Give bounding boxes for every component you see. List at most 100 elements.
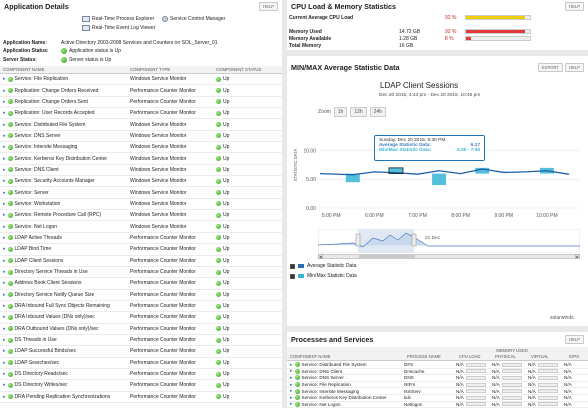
table-row[interactable]: ▸ LDAP Active Threads Performance Counter … [0,233,282,245]
table-row[interactable]: ▸ Replication: Change Orders Received Perf… [0,85,282,97]
table-row[interactable]: ▸ Replication: Change Orders Sent Performa… [0,97,282,109]
component-name-link[interactable]: Service: DNS Client [14,166,59,173]
zoom-1h-tab[interactable]: 1h [333,107,348,117]
table-row[interactable]: ▸ Service: Intersite Messaging Windows Ser… [0,142,282,154]
help-button[interactable]: HELP [565,2,584,11]
expand-arrow-icon[interactable]: ▸ [3,348,6,355]
table-row[interactable]: ▸ Service: Kerberos Key Distribution Cent… [0,153,282,165]
zoom-24h-tab[interactable]: 24h [369,107,387,117]
expand-arrow-icon[interactable]: ▸ [3,132,6,139]
component-name-link[interactable]: Service: File Replication [14,76,69,83]
expand-arrow-icon[interactable]: ▸ [3,144,6,151]
table-row[interactable]: ▸ LDAP Bind Time Performance Counter Monit… [0,244,282,256]
legend-minmax[interactable]: Min/Max Statistic Data [290,273,357,279]
table-row[interactable]: ▸ Service: Remote Procedure Call (RPC) Win… [0,210,282,222]
process-component-link[interactable]: Service: File Replication [301,382,351,388]
expand-arrow-icon[interactable]: ▸ [3,121,6,128]
table-row[interactable]: ▸ DRA Pending Replication Synchronization… [0,392,282,403]
expand-arrow-icon[interactable]: ▸ [3,269,6,276]
component-name-link[interactable]: LDAP Successful Binds/sec [14,348,77,355]
expand-arrow-icon[interactable]: ▸ [3,166,6,173]
expand-arrow-icon[interactable]: ▸ [3,76,6,83]
expand-arrow-icon[interactable]: ▸ [290,388,293,395]
table-row[interactable]: ▸ DS Directory Reads/sec Performance Count… [0,369,282,381]
scroll-left-arrow-icon[interactable]: ◂ [318,254,323,259]
checkbox[interactable] [290,273,295,279]
process-component-link[interactable]: Service: Intersite Messaging [301,388,360,394]
component-name-link[interactable]: Service: Security Accounts Manager [14,178,95,185]
process-component-link[interactable]: Service: Distributed File System [301,362,367,368]
process-component-link[interactable]: Service: DNS Client [301,368,343,374]
table-row[interactable]: ▸ Replication: User Records Accepted Perfo… [0,108,282,120]
expand-arrow-icon[interactable]: ▸ [3,291,6,298]
table-row[interactable]: ▸ Service: Distributed File System DFS N/A N… [287,362,588,369]
table-row[interactable]: ▸ LDAP Successful Binds/sec Performance Co… [0,346,282,358]
component-name-link[interactable]: Address Book Client Sessions [14,280,82,287]
table-row[interactable]: ▸ Service: Net Logon Netlogon N/A N/A N/A N/A [287,401,588,408]
table-row[interactable]: ▸ Service: DNS Client Dnscache N/A N/A N/A N/A [287,368,588,376]
expand-arrow-icon[interactable]: ▸ [3,234,6,241]
component-name-link[interactable]: Replication: User Records Accepted [14,110,95,117]
table-row[interactable]: ▸ Directory Service Notify Queue Size Perf… [0,290,282,301]
component-name-link[interactable]: DS Directory Reads/sec [14,371,68,378]
table-row[interactable]: ▸ DS Threads in Use Performance Counter Mo… [0,335,282,347]
component-name-link[interactable]: Service: Remote Procedure Call (RPC) [14,212,102,219]
scroll-right-arrow-icon[interactable]: ▸ [575,254,580,259]
expand-arrow-icon[interactable]: ▸ [3,189,6,196]
expand-arrow-icon[interactable]: ▸ [3,246,6,253]
application-name-link[interactable]: Active Directory 2003-2008 Services and … [61,40,218,46]
help-button[interactable]: HELP [565,63,584,72]
table-row[interactable]: ▸ DRA Inbound Values (DNs only)/sec Perfor… [0,312,282,324]
component-name-link[interactable]: DRA Pending Replication Synchronizations [14,393,111,400]
table-row[interactable]: ▸ Service: DNS Server DNS N/A N/A N/A N/A [287,375,588,382]
component-name-link[interactable]: Service: Workstation [14,200,61,207]
expand-arrow-icon[interactable]: ▸ [3,337,6,344]
component-name-link[interactable]: DRA Outbound Values (DNs only)/sec [14,325,99,332]
table-row[interactable]: ▸ Service: Distributed File System Windows… [0,119,282,131]
table-row[interactable]: ▸ LDAP Searches/sec Performance Counter Mo… [0,358,282,369]
table-row[interactable]: ▸ LDAP Client Sessions Performance Counter… [0,256,282,267]
process-component-link[interactable]: Service: Net Logon [301,401,341,407]
expand-arrow-icon[interactable]: ▸ [290,368,293,375]
table-row[interactable]: ▸ Address Book Client Sessions Performance… [0,278,282,290]
table-row[interactable]: ▸ Service: DNS Client Windows Service Moni… [0,165,282,177]
expand-arrow-icon[interactable]: ▸ [290,361,293,368]
expand-arrow-icon[interactable]: ▸ [3,212,6,219]
service-control-manager-link[interactable]: Service Control Manager [162,15,225,22]
chart-navigator[interactable] [318,229,580,253]
component-name-link[interactable]: Service: Distributed File System [14,121,86,128]
process-component-link[interactable]: Service: Kerberos Key Distribution Cente… [301,395,387,401]
component-name-link[interactable]: Service: Kerberos Key Distribution Cente… [14,155,108,162]
expand-arrow-icon[interactable]: ▸ [3,325,6,332]
component-name-link[interactable]: Service: Intersite Messaging [14,144,78,151]
table-row[interactable]: ▸ DRA Outbound Values (DNs only)/sec Perfo… [0,324,282,335]
process-explorer-link[interactable]: Real-Time Process Explorer [82,15,162,22]
expand-arrow-icon[interactable]: ▸ [3,371,6,378]
expand-arrow-icon[interactable]: ▸ [290,401,293,408]
component-name-link[interactable]: Directory Service Threads in Use [14,269,88,276]
expand-arrow-icon[interactable]: ▸ [3,223,6,230]
process-name-sort[interactable]: PROCESS NAME [407,354,441,359]
help-button[interactable]: HELP [565,335,584,344]
table-row[interactable]: ▸ Service: Workstation Windows Service Mon… [0,199,282,211]
component-name-link[interactable]: DRA Inbound Values (DNs only)/sec [14,314,95,321]
component-name-link[interactable]: DS Directory Writes/sec [14,382,68,389]
table-row[interactable]: ▸ Service: Intersite Messaging IsmServ N/A N… [287,388,588,395]
component-name-link[interactable]: DRA Inbound Full Sync Objects Remaining [14,303,110,310]
checkbox[interactable] [290,263,295,269]
component-name-link[interactable]: Service: DNS Server [14,132,61,139]
expand-arrow-icon[interactable]: ▸ [290,394,293,401]
expand-arrow-icon[interactable]: ▸ [3,200,6,207]
table-row[interactable]: ▸ Service: Security Accounts Manager Windo… [0,176,282,188]
component-name-link[interactable]: Replication: Change Orders Received [14,87,99,94]
table-row[interactable]: ▸ DS Directory Writes/sec Performance Coun… [0,380,282,392]
table-row[interactable]: ▸ Directory Service Threads in Use Perform… [0,267,282,279]
component-name-link[interactable]: Service: Net Logon [14,223,58,230]
expand-arrow-icon[interactable]: ▸ [3,359,6,366]
expand-arrow-icon[interactable]: ▸ [290,374,293,381]
expand-arrow-icon[interactable]: ▸ [3,382,6,389]
expand-arrow-icon[interactable]: ▸ [3,87,6,94]
table-row[interactable]: ▸ Service: Server Windows Service Monitor U… [0,187,282,199]
expand-arrow-icon[interactable]: ▸ [290,381,293,388]
export-button[interactable]: EXPORT [537,63,564,72]
